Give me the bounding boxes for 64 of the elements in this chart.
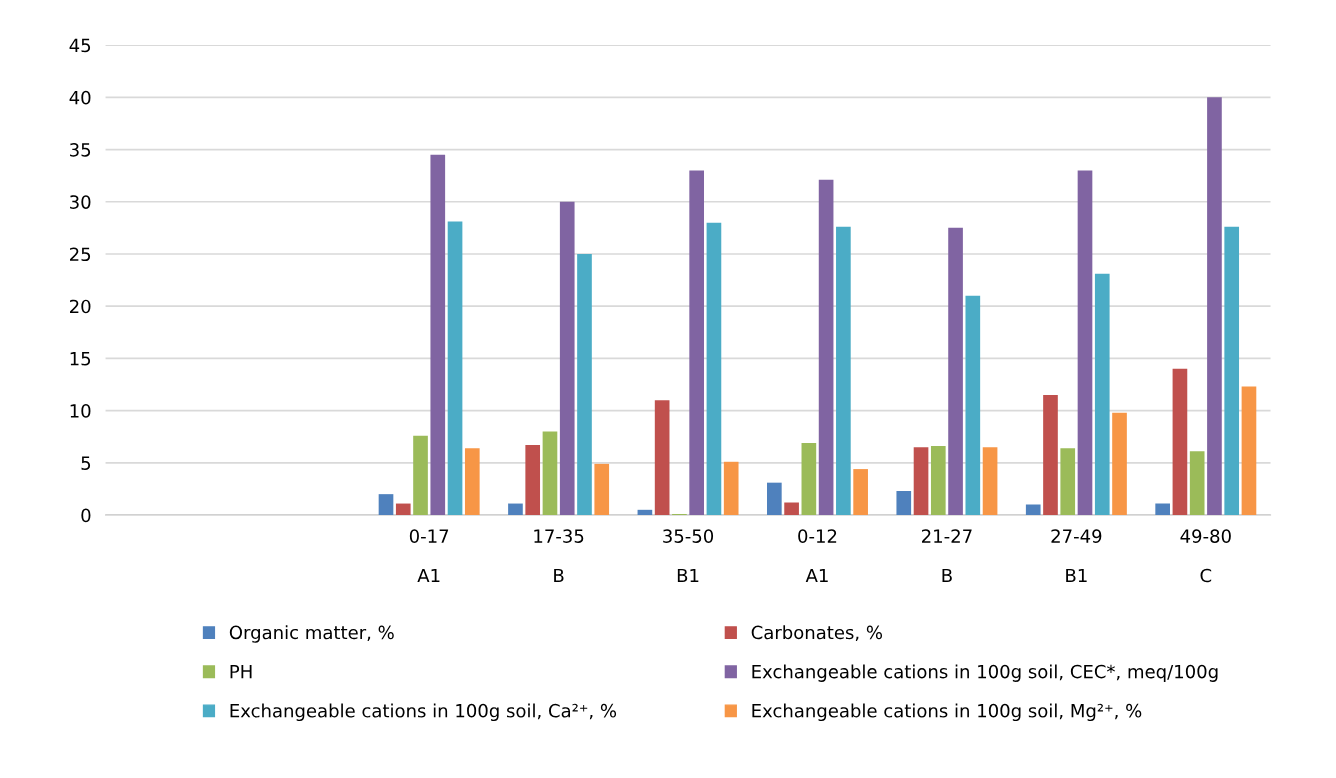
y-tick-label: 0: [81, 508, 91, 523]
category-label: 17-35 B: [534, 529, 584, 583]
bar: [1224, 226, 1240, 516]
category-label: 0-12 A1: [798, 529, 837, 583]
category-label: 35-50 B1: [663, 529, 714, 583]
y-tick-label: 15: [70, 352, 91, 366]
bar: [1077, 170, 1093, 516]
bar: [1189, 451, 1205, 516]
bar: [723, 461, 739, 516]
bar: [1155, 503, 1170, 516]
legend-label: Organic matter, %: [229, 625, 394, 643]
y-tick-label: 35: [70, 143, 91, 157]
bar: [447, 221, 463, 516]
bar: [965, 295, 981, 516]
bar: [378, 494, 394, 516]
bar: [1025, 504, 1041, 516]
bar: [836, 226, 851, 516]
bar: [1060, 448, 1076, 516]
y-tick-label: 10: [70, 404, 91, 418]
bar: [464, 448, 480, 516]
bar: [395, 503, 411, 516]
y-tick-label: 30: [70, 195, 91, 209]
y-tick-label: 5: [81, 456, 91, 470]
category-label: 49-80 C: [1180, 529, 1231, 583]
bar: [818, 179, 834, 516]
bar: [1112, 412, 1127, 516]
bar: [1172, 368, 1188, 516]
bar: [577, 253, 592, 516]
bar: [594, 463, 610, 516]
legend-label: Exchangeable cations in 100g soil, Mg²⁺, %: [752, 703, 1142, 722]
category-label: 27-49 B1: [1051, 529, 1102, 583]
bar: [982, 447, 998, 516]
bar: [801, 442, 817, 516]
bar: [706, 222, 722, 516]
bar: [525, 445, 541, 516]
category-label: 0-17 A1: [409, 529, 449, 583]
bar: [948, 227, 963, 516]
bar: [413, 435, 428, 516]
y-tick-label: 25: [70, 247, 91, 262]
bar: [1207, 97, 1222, 516]
bar: [784, 502, 799, 516]
legend-label: Exchangeable cations in 100g soil, CEC*, meq/100g: [752, 664, 1218, 682]
bar: [930, 446, 946, 516]
legend-label: PH: [230, 664, 252, 679]
bar: [542, 431, 558, 516]
bar: [1094, 273, 1110, 516]
legend-label: Exchangeable cations in 100g soil, Ca²⁺, %: [230, 703, 617, 722]
bar: [637, 509, 653, 516]
bar: [1043, 394, 1058, 516]
bar: [689, 170, 704, 516]
bar: [654, 400, 670, 516]
legend-label: Carbonates, %: [751, 625, 883, 642]
bar: [767, 482, 782, 516]
bar: [508, 503, 523, 516]
category-label: 21-27 B: [922, 529, 972, 583]
bar: [853, 469, 868, 516]
bar: [896, 491, 912, 516]
bar: [1241, 386, 1257, 516]
bar: [913, 447, 929, 516]
bar: [559, 201, 575, 516]
y-tick-label: 40: [69, 90, 91, 105]
bar: [430, 154, 446, 516]
y-tick-label: 20: [70, 299, 91, 314]
y-tick-label: 45: [69, 38, 91, 53]
